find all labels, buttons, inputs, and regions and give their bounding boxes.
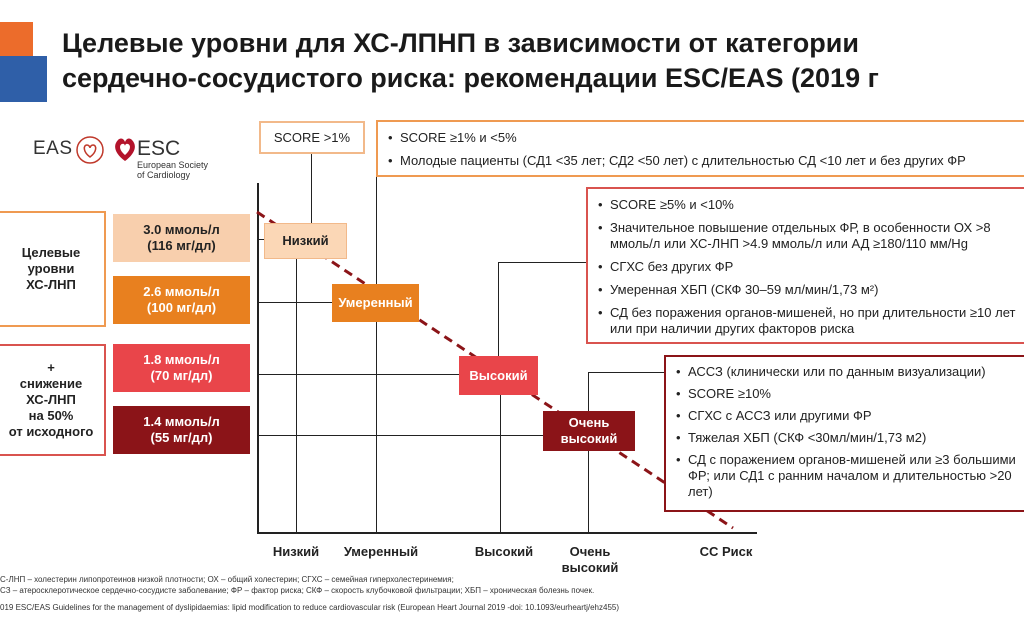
group2-line1: + <box>47 360 55 375</box>
connector-info3-h <box>588 372 664 373</box>
target-low-mgdl: (116 мг/дл) <box>147 238 216 253</box>
esc-logo: ESC <box>137 137 181 160</box>
info-item: Умеренная ХБП (СКФ 30–59 мл/мин/1,73 м²) <box>598 282 1024 298</box>
info-item: SCORE ≥5% и <10% <box>598 197 1024 213</box>
info-box-high: SCORE ≥5% и <10% Значительное повышение … <box>586 187 1024 344</box>
connector-info3-v <box>588 372 589 411</box>
esc-sub-line2: of Cardiology <box>137 170 191 180</box>
x-label-high: Высокий <box>474 544 534 559</box>
target-high-mgdl: (70 мг/дл) <box>150 368 213 383</box>
esc-heart-icon <box>115 138 135 161</box>
info-item: АССЗ (клинически или по данным визуализа… <box>676 364 1024 380</box>
accent-square-orange <box>0 22 33 56</box>
info-item: Тяжелая ХБП (СКФ <30мл/мин/1,73 м2) <box>676 430 1024 446</box>
score-label-box: SCORE >1% <box>259 121 365 154</box>
target-level-low: 3.0 ммоль/л (116 мг/дл) <box>113 214 250 262</box>
grid-h-1 <box>257 239 265 240</box>
target-very-high-mgdl: (55 мг/дл) <box>150 430 213 445</box>
group2-line4: на 50% <box>28 408 74 423</box>
info-box-low-moderate: SCORE ≥1% и <5% Молодые пациенты (СД1 <3… <box>376 120 1024 177</box>
target-moderate-mgdl: (100 мг/дл) <box>146 300 217 315</box>
info-box-very-high: АССЗ (клинически или по данным визуализа… <box>664 355 1024 512</box>
connector-info1-v <box>376 177 377 284</box>
connector-info2-v <box>498 262 499 356</box>
risk-box-moderate: Умеренный <box>332 284 419 322</box>
grid-v-3 <box>500 395 501 533</box>
group1-line2: уровни <box>27 261 75 276</box>
grid-v-2 <box>376 322 377 533</box>
info-item: Молодые пациенты (СД1 <35 лет; СД2 <50 л… <box>388 153 1024 169</box>
eas-heart-icon <box>76 136 104 164</box>
footnote-2: СЗ – атеросклеротическое сердечно-сосуди… <box>0 586 595 595</box>
risk-very-high-label-1: Очень <box>568 415 610 430</box>
group2-line5: от исходного <box>8 424 94 439</box>
info-item: СД с поражением органов-мишеней или ≥3 б… <box>676 452 1024 500</box>
risk-very-high-label-2: высокий <box>560 431 618 446</box>
risk-box-low: Низкий <box>264 223 347 259</box>
info-item: СГХС без других ФР <box>598 259 1024 275</box>
target-very-high-mmol: 1.4 ммоль/л <box>143 414 220 429</box>
risk-low-label: Низкий <box>282 233 329 248</box>
connector-score <box>311 154 312 223</box>
target-level-very-high: 1.4 ммоль/л (55 мг/дл) <box>113 406 250 454</box>
esc-logo-subtitle: European Society of Cardiology <box>137 160 208 180</box>
x-label-very-high-2: высокий <box>561 560 619 575</box>
title-line-2: сердечно-сосудистого риска: рекомендации… <box>62 63 879 93</box>
group1-line1: Целевые <box>21 245 81 260</box>
group2-line3: ХС-ЛНП <box>26 392 76 407</box>
target-levels-group: Целевые уровни ХС-ЛНП <box>0 211 106 327</box>
info-item: SCORE ≥1% и <5% <box>388 130 1024 146</box>
x-label-very-high: Очень высокий <box>552 544 628 576</box>
grid-h-3 <box>257 374 460 375</box>
risk-box-high: Высокий <box>459 356 538 395</box>
info-item: SCORE ≥10% <box>676 386 1024 402</box>
x-label-low: Низкий <box>272 544 320 559</box>
connector-info2-h <box>498 262 586 263</box>
grid-h-2 <box>257 302 333 303</box>
target-level-high: 1.8 ммоль/л (70 мг/дл) <box>113 344 250 392</box>
group1-line3: ХС-ЛНП <box>26 277 76 292</box>
group2-line2: снижение <box>19 376 83 391</box>
x-axis-title: СС Риск <box>699 544 753 559</box>
grid-v-4 <box>588 451 589 533</box>
page-title: Целевые уровни для ХС-ЛПНП в зависимости… <box>62 26 1024 96</box>
target-high-mmol: 1.8 ммоль/л <box>143 352 220 367</box>
grid-h-4 <box>257 435 544 436</box>
risk-moderate-label: Умеренный <box>338 295 413 310</box>
title-line-1: Целевые уровни для ХС-ЛПНП в зависимости… <box>62 28 859 58</box>
info-item: СД без поражения органов-мишеней, но при… <box>598 305 1024 337</box>
x-axis-line <box>257 532 757 534</box>
risk-box-very-high: Очень высокий <box>543 411 635 451</box>
y-axis-line <box>257 183 259 533</box>
esc-sub-line1: European Society <box>137 160 209 170</box>
x-label-moderate: Умеренный <box>343 544 419 559</box>
accent-square-blue <box>0 56 47 102</box>
target-low-mmol: 3.0 ммоль/л <box>143 222 220 237</box>
info-item: СГХС с АССЗ или другими ФР <box>676 408 1024 424</box>
eas-logo: EAS <box>33 138 73 159</box>
x-label-very-high-1: Очень <box>569 544 611 559</box>
footnote-1: С-ЛНП – холестерин липопротеинов низкой … <box>0 575 454 584</box>
reduction-group: + снижение ХС-ЛНП на 50% от исходного <box>0 344 106 456</box>
footnote-3: 019 ESC/EAS Guidelines for the managemen… <box>0 603 620 612</box>
target-moderate-mmol: 2.6 ммоль/л <box>143 284 220 299</box>
risk-high-label: Высокий <box>469 367 528 383</box>
info-item: Значительное повышение отдельных ФР, в о… <box>598 220 1024 252</box>
target-level-moderate: 2.6 ммоль/л (100 мг/дл) <box>113 276 250 324</box>
grid-v-1 <box>296 259 297 533</box>
